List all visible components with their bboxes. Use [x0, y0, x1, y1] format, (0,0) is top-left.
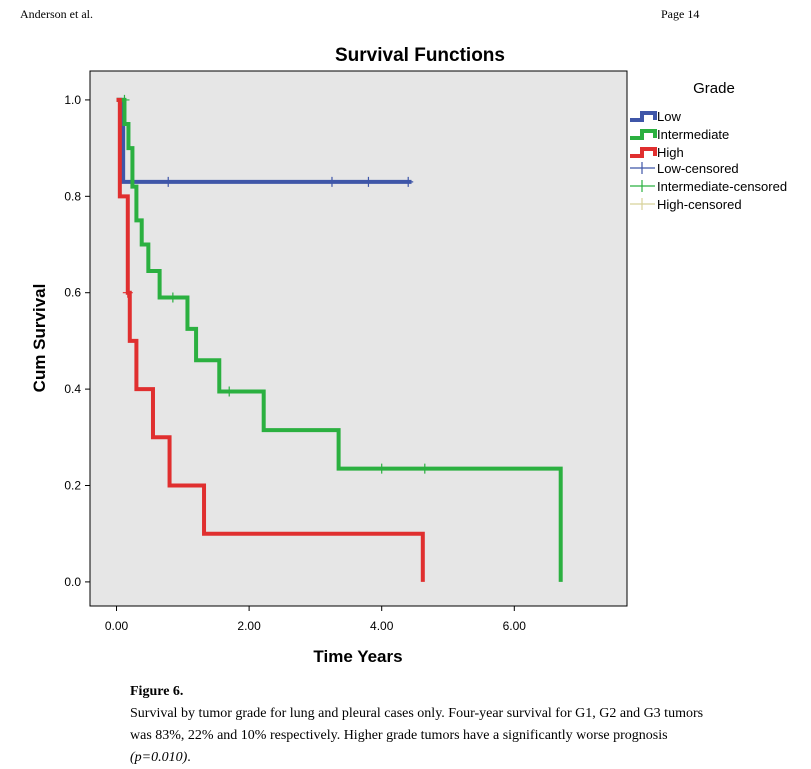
censor-mark-intermediate	[224, 386, 235, 397]
legend-label-intermediate: Intermediate	[657, 127, 729, 142]
y-tick-label: 0.6	[64, 286, 81, 300]
censor-mark-intermediate	[419, 463, 430, 474]
plot-area	[89, 70, 628, 607]
x-tick-label: 0.00	[105, 619, 129, 633]
caption-pvalue: (p=0.010)	[130, 750, 188, 765]
legend-label-low-censored: Low-censored	[657, 161, 739, 176]
legend-title: Grade	[693, 80, 735, 97]
censor-mark-low	[163, 176, 174, 187]
x-tick-label: 2.00	[237, 619, 261, 633]
x-axis-label: Time Years	[313, 647, 402, 666]
censor-mark-high	[122, 287, 133, 298]
censor-mark-low	[403, 176, 414, 187]
y-axis-label: Cum Survival	[30, 284, 49, 393]
figure-caption: Figure 6. Survival by tumor grade for lu…	[130, 681, 720, 769]
series-line-intermediate	[116, 97, 563, 582]
legend-label-high-censored: High-censored	[657, 197, 742, 212]
legend-label-high: High	[657, 145, 684, 160]
legend-swatch-low-censored	[630, 162, 655, 174]
y-tick-label: 0.4	[64, 382, 81, 396]
censor-mark-intermediate	[376, 463, 387, 474]
running-header-author: Anderson et al.	[20, 7, 93, 21]
legend-label-intermediate-censored: Intermediate-censored	[657, 179, 787, 194]
axes: 0.00 2.00 4.00 6.00 0.0 0.2 0.4 0.6 0.8 1.0	[64, 93, 526, 633]
y-tick-label: 0.8	[64, 189, 81, 203]
legend-swatch-low	[630, 111, 657, 122]
caption-label: Figure 6.	[130, 684, 184, 699]
legend-label-low: Low	[657, 109, 681, 124]
censor-mark-low	[363, 176, 374, 187]
x-tick-label: 6.00	[503, 619, 527, 633]
series-line-high	[116, 97, 425, 582]
y-tick-label: 0.2	[64, 479, 81, 493]
legend-swatch-high	[630, 147, 657, 158]
caption-end: .	[187, 750, 191, 765]
y-tick-label: 0.0	[64, 575, 81, 589]
caption-text: Survival by tumor grade for lung and ple…	[130, 706, 704, 743]
censor-mark-low	[326, 176, 337, 187]
series-group	[116, 94, 563, 582]
legend-swatch-high-censored	[630, 198, 655, 210]
survival-chart: Survival Functions 0.00 2.00 4.00 6.000.00.…	[30, 45, 787, 666]
page-number: Page 14	[661, 7, 700, 21]
x-tick-label: 4.00	[370, 619, 394, 633]
legend-swatch-intermediate	[630, 129, 657, 140]
y-tick-label: 1.0	[64, 93, 81, 107]
chart-title: Survival Functions	[335, 45, 505, 66]
legend-swatch-intermediate-censored	[630, 180, 655, 192]
censor-mark-intermediate	[167, 292, 178, 303]
